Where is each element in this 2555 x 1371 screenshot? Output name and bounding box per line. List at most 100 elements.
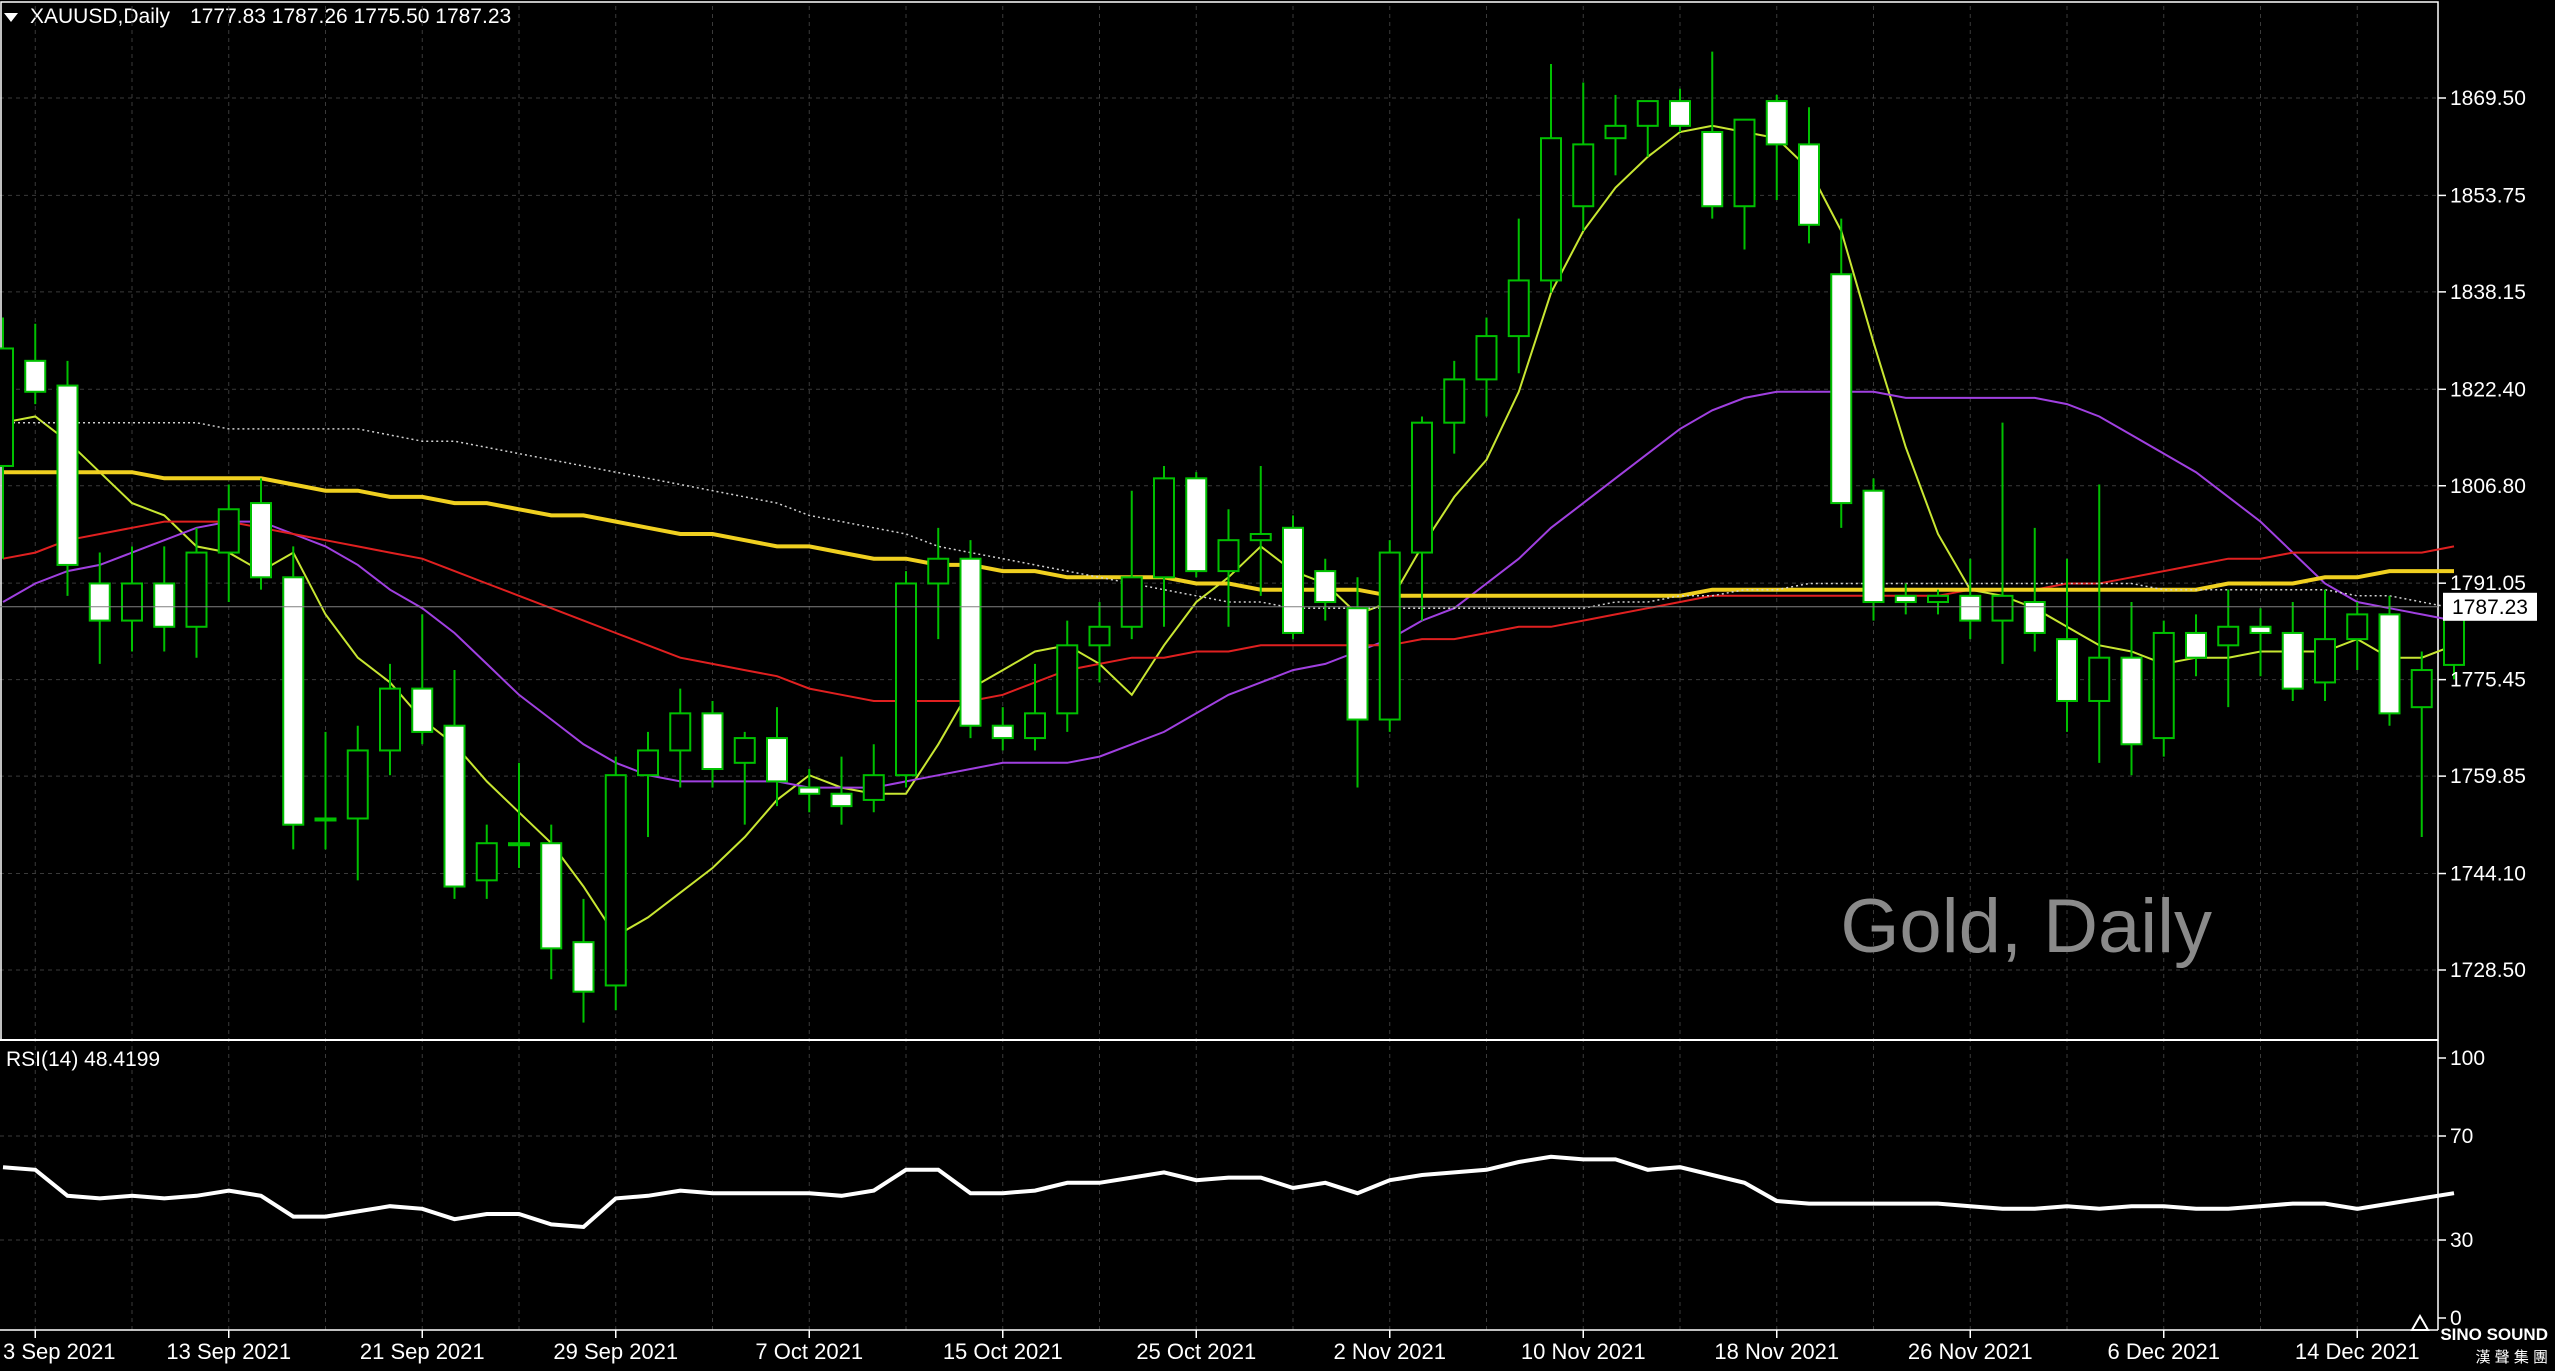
time-tick-label: 2 Nov 2021	[1333, 1339, 1446, 1364]
candle-body	[1056, 644, 1079, 715]
candle	[475, 824, 498, 899]
candle	[1153, 465, 1175, 627]
candle-body	[733, 737, 756, 764]
rsi-tick-label: 70	[2450, 1125, 2473, 1148]
candle-body	[1894, 594, 1917, 604]
candle-body	[2217, 625, 2240, 647]
candle-body	[2378, 613, 2401, 715]
candle-body	[862, 774, 885, 801]
candle	[1217, 509, 1240, 627]
candle-body	[798, 786, 821, 795]
candle	[1314, 558, 1337, 621]
candle	[2217, 589, 2240, 708]
candle	[282, 546, 305, 850]
candle-body	[508, 842, 530, 847]
candle	[733, 731, 756, 825]
time-tick-label: 15 Oct 2021	[943, 1339, 1063, 1364]
candle	[1733, 118, 1756, 250]
candle-body	[411, 687, 434, 733]
candle-body	[1120, 576, 1143, 628]
time-tick-label: 25 Oct 2021	[1136, 1339, 1256, 1364]
candle-body	[637, 749, 659, 777]
candle-body	[1411, 421, 1433, 554]
candle-body	[2023, 601, 2046, 634]
time-tick-label: 18 Nov 2021	[1714, 1339, 1839, 1364]
candle-body	[1024, 712, 1046, 740]
price-tick-label: 1744.10	[2450, 863, 2526, 886]
price-tick-label: 1869.50	[2450, 87, 2526, 110]
candle	[2314, 589, 2336, 701]
candlesticks	[0, 51, 2465, 1023]
candle-body	[1185, 477, 1208, 573]
candle	[1249, 465, 1272, 596]
candle-body	[24, 359, 47, 393]
candle-body	[1798, 143, 1820, 226]
candle	[2410, 651, 2433, 838]
candle	[2120, 602, 2143, 776]
candle	[2056, 558, 2078, 732]
candle	[1443, 360, 1466, 454]
candle-body	[991, 724, 1014, 740]
candle-body	[2281, 631, 2304, 690]
candle-body	[2410, 669, 2433, 709]
candle-body	[2249, 625, 2272, 634]
candle-body	[379, 687, 401, 752]
ohlc-readout: 1777.83 1787.26 1775.50 1787.23	[190, 5, 512, 28]
candle	[766, 707, 788, 807]
watermark: Gold, Daily	[1840, 884, 2212, 969]
candle-body	[1088, 625, 1111, 647]
candle	[250, 478, 272, 590]
price-tick-label: 1853.75	[2450, 184, 2526, 207]
candle-body	[2120, 656, 2143, 746]
candle	[2023, 527, 2046, 652]
candle-body	[88, 582, 111, 622]
candle	[314, 731, 337, 850]
logo-line2: 漢 聲 集 團	[2475, 1349, 2548, 1366]
candle-body	[121, 582, 143, 622]
current-price-tag: 1787.23	[2443, 592, 2537, 621]
candle-body	[1346, 607, 1369, 721]
candle-body	[250, 502, 272, 579]
candle-body	[1217, 539, 1240, 573]
time-tick-label: 7 Oct 2021	[755, 1339, 863, 1364]
candle-body	[1314, 570, 1337, 604]
candle	[508, 762, 530, 868]
candle-body	[604, 774, 627, 987]
candle	[185, 527, 208, 658]
candle-body	[2185, 631, 2207, 659]
candle	[2378, 595, 2401, 726]
candle-body	[1830, 273, 1853, 505]
candle-body	[1669, 100, 1691, 127]
candle-body	[1249, 533, 1272, 542]
candle	[798, 769, 821, 813]
candle-body	[2088, 656, 2111, 702]
candle	[1572, 82, 1595, 231]
price-tick-label: 1838.15	[2450, 281, 2526, 304]
rsi-label: RSI(14) 48.4199	[6, 1048, 160, 1071]
price-tick-label: 1728.50	[2450, 959, 2526, 982]
candle	[1862, 478, 1885, 621]
candle-body	[2346, 613, 2369, 641]
candle	[604, 756, 627, 1011]
candle	[1088, 602, 1111, 683]
dropdown-triangle-icon[interactable]	[4, 12, 18, 22]
current-price-label: 1787.23	[2452, 596, 2528, 619]
candle-body	[1636, 100, 1659, 127]
candle-body	[927, 557, 950, 585]
candle	[572, 898, 595, 1023]
price-axis: 1869.50 1853.75 1838.15 1822.40 1806.80 1791.…	[2438, 87, 2526, 982]
time-tick-label: 6 Dec 2021	[2107, 1339, 2220, 1364]
candle-body	[540, 842, 563, 950]
candle	[2249, 608, 2272, 677]
candle-body	[1153, 477, 1175, 579]
candle-body	[701, 712, 724, 771]
time-axis: 3 Sep 2021 13 Sep 2021 21 Sep 2021 29 Sep 2…	[3, 1330, 2420, 1364]
candle-body	[1765, 100, 1788, 146]
candle	[701, 700, 724, 788]
candle-body	[1475, 335, 1498, 381]
candle-body	[1282, 526, 1304, 634]
candle-body	[766, 737, 788, 783]
candle	[637, 731, 659, 838]
candle	[1798, 107, 1820, 244]
